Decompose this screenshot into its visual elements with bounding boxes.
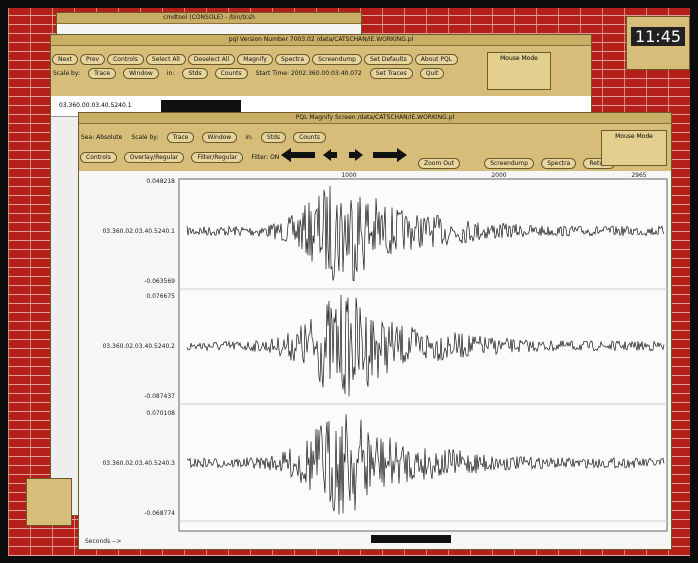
arrows [279,146,409,164]
trace-min: -0.087437 [144,393,175,400]
trace-preview [161,100,241,112]
option[interactable]: Window [123,68,159,79]
trace-label: 03.360.02.03.40.5240.2 [102,343,175,350]
page: cmdtool (CONSOLE) - /bin/tcsh 11:45 pql … [0,0,698,563]
mouse-mode: Mouse Mode [601,130,667,166]
option[interactable]: Window [202,132,238,143]
button[interactable]: Filter/Regular [191,152,243,163]
arrow-left-big[interactable] [281,148,315,162]
seismogram-panel: Seconds --> 1000 2000 2965 0.048218 03.360.0… [79,171,671,549]
axis-tick-label: 2965 [631,172,646,179]
option[interactable]: Trace [167,132,195,143]
arrow-right[interactable] [349,149,363,161]
button[interactable]: Spectra [541,158,576,169]
label: Sea: Absolute [81,134,122,141]
filter-state: Filter: ON [251,154,279,161]
button[interactable]: Overlay/Regular [124,152,184,163]
option[interactable]: Counts [215,68,248,79]
button[interactable]: Set Traces [370,68,413,79]
trace-min: -0.063569 [144,278,175,285]
scrollbar[interactable] [371,535,451,543]
trace-label: 03.360.02.03.40.5240.1 [102,228,175,235]
arrow-right-big[interactable] [373,148,407,162]
desktop: cmdtool (CONSOLE) - /bin/tcsh 11:45 pql … [8,8,690,556]
option[interactable]: Counts [293,132,326,143]
main-title: pql Version Number 7003.02 /data/CATSCHA… [51,35,591,46]
clock-time: 11:45 [631,27,685,46]
arrow-left[interactable] [323,149,337,161]
trace-min: -0.068774 [144,510,175,517]
footer: Seconds --> [85,538,121,545]
trace-label: 03.360.00.03.40.5240.1 [59,102,132,109]
icon[interactable] [26,478,72,526]
axis-tick-label: 2000 [491,172,506,179]
label: Scale by: [53,70,80,77]
trace-max: 0.076675 [146,293,175,300]
button[interactable]: Quit [420,68,445,79]
clock: 11:45 [626,16,690,70]
right-buttons: Zoom Out Screendump Spectra Return [417,150,616,171]
scale-row: Sea: Absolute Scale by: Trace Window in:… [79,124,671,138]
magnify-title: PQL Magnify Screen /data/CATSCHAN/IE.WOR… [79,113,671,124]
label: Scale by: [131,134,158,141]
label: in: [167,70,175,77]
start-time: Start Time: 2002.360.00:03:40.072 [256,70,362,77]
trace-max: 0.070108 [146,410,175,417]
magnify-toolbar: Sea: Absolute Scale by: Trace Window in:… [79,124,671,170]
trace-label: 03.360.02.03.40.5240.3 [102,460,175,467]
label: in: [245,134,253,141]
button[interactable]: Screendump [484,158,534,169]
trace-max: 0.048218 [146,178,175,185]
mouse-mode: Mouse Mode [487,52,551,90]
console-title: cmdtool (CONSOLE) - /bin/tcsh [57,13,361,24]
option[interactable]: Stds [182,68,207,79]
button[interactable]: Controls [80,152,117,163]
magnify-window: PQL Magnify Screen /data/CATSCHAN/IE.WOR… [78,112,672,550]
option[interactable]: Trace [88,68,116,79]
axis-tick-label: 1000 [341,172,356,179]
option[interactable]: Stds [261,132,286,143]
button[interactable]: Zoom Out [418,158,460,169]
